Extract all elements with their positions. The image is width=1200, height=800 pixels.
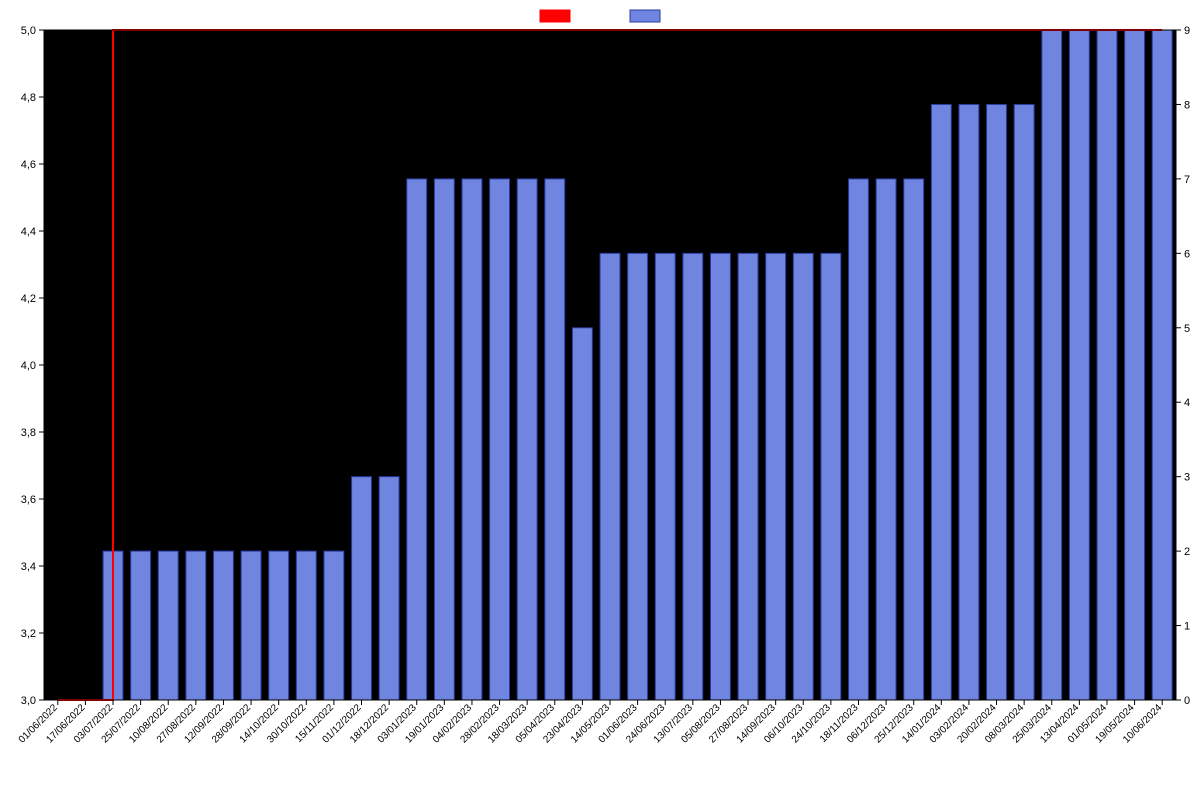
y-right-tick-label: 6 (1184, 248, 1190, 260)
bar (379, 477, 399, 700)
bar (931, 104, 951, 700)
y-right-tick-label: 3 (1184, 472, 1190, 484)
y-left-tick-label: 4,4 (21, 226, 36, 238)
y-right-tick-label: 1 (1184, 621, 1190, 633)
bar (600, 253, 620, 700)
bar (1125, 30, 1145, 700)
bar (407, 179, 427, 700)
y-left-tick-label: 4,0 (21, 360, 36, 372)
bar (462, 179, 482, 700)
bar (1042, 30, 1062, 700)
bar (434, 179, 454, 700)
chart-svg: 3,0 3,2 3,4 3,6 3,8 4,0 4,2 4,4 4,6 4,8 5,0 0 1 2 3 4 5 6… (0, 0, 1200, 800)
bar (793, 253, 813, 700)
y-right-tick-label: 5 (1184, 323, 1190, 335)
bar (683, 253, 703, 700)
bar (628, 253, 648, 700)
y-left-tick-label: 3,6 (21, 494, 36, 506)
y-left-tick-label: 3,4 (21, 561, 36, 573)
legend (540, 10, 660, 22)
bar (1069, 30, 1089, 700)
bar (987, 104, 1007, 700)
y-left-tick-label: 4,6 (21, 159, 36, 171)
bar (959, 104, 979, 700)
bar (738, 253, 758, 700)
dual-axis-bar-line-chart: 3,0 3,2 3,4 3,6 3,8 4,0 4,2 4,4 4,6 4,8 5,0 0 1 2 3 4 5 6… (0, 0, 1200, 800)
y-right-tick-label: 8 (1184, 99, 1190, 111)
bar (490, 179, 510, 700)
y-right-tick-label: 9 (1184, 25, 1190, 37)
bar (517, 179, 537, 700)
y-left-tick-label: 3,2 (21, 628, 36, 640)
bar (131, 551, 151, 700)
bar (572, 328, 592, 700)
legend-bar-swatch (630, 10, 660, 22)
bar (904, 179, 924, 700)
y-left-tick-label: 4,2 (21, 293, 36, 305)
legend-line-swatch (540, 10, 570, 22)
bar (1097, 30, 1117, 700)
y-right-tick-label: 7 (1184, 174, 1190, 186)
bar (876, 179, 896, 700)
y-right-tick-label: 0 (1184, 695, 1190, 707)
y-right-tick-label: 2 (1184, 546, 1190, 558)
bar (710, 253, 730, 700)
bar (214, 551, 234, 700)
y-left-tick-label: 3,0 (21, 695, 36, 707)
bar (269, 551, 289, 700)
bar (655, 253, 675, 700)
bar (1152, 30, 1172, 700)
bar (352, 477, 372, 700)
bar (296, 551, 316, 700)
bar (324, 551, 344, 700)
y-left-tick-label: 5,0 (21, 25, 36, 37)
bar (849, 179, 869, 700)
bar (158, 551, 178, 700)
y-left-tick-label: 4,8 (21, 92, 36, 104)
bar (186, 551, 206, 700)
bar (241, 551, 261, 700)
bar (545, 179, 565, 700)
y-left-tick-label: 3,8 (21, 427, 36, 439)
bar (821, 253, 841, 700)
bar (766, 253, 786, 700)
y-right-tick-label: 4 (1184, 397, 1190, 409)
bar (1014, 104, 1034, 700)
